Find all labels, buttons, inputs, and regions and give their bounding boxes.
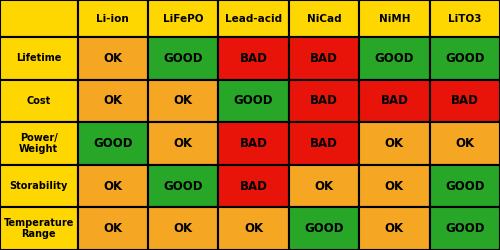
Text: GOOD: GOOD: [93, 137, 132, 150]
Bar: [148, 208, 218, 250]
Text: BAD: BAD: [380, 94, 408, 108]
Bar: [78, 208, 148, 250]
Bar: [289, 165, 359, 208]
Bar: [0, 165, 78, 208]
Text: OK: OK: [103, 222, 122, 235]
Bar: [430, 208, 500, 250]
Text: GOOD: GOOD: [445, 52, 484, 65]
Text: OK: OK: [244, 222, 263, 235]
Bar: [430, 165, 500, 208]
Text: OK: OK: [314, 180, 334, 192]
Bar: [0, 37, 78, 80]
Text: Cost: Cost: [26, 96, 51, 106]
Text: Lifetime: Lifetime: [16, 53, 62, 63]
Bar: [430, 80, 500, 122]
Bar: [359, 165, 430, 208]
Text: BAD: BAD: [240, 137, 268, 150]
Bar: [218, 80, 289, 122]
Text: GOOD: GOOD: [374, 52, 414, 65]
Text: OK: OK: [385, 222, 404, 235]
Bar: [148, 122, 218, 165]
Bar: [0, 0, 78, 37]
Bar: [289, 80, 359, 122]
Bar: [78, 122, 148, 165]
Text: GOOD: GOOD: [234, 94, 274, 108]
Text: NiMH: NiMH: [378, 14, 410, 24]
Text: GOOD: GOOD: [445, 180, 484, 192]
Text: BAD: BAD: [310, 94, 338, 108]
Bar: [359, 0, 430, 37]
Text: BAD: BAD: [310, 52, 338, 65]
Bar: [218, 37, 289, 80]
Bar: [289, 122, 359, 165]
Bar: [0, 208, 78, 250]
Bar: [289, 0, 359, 37]
Bar: [218, 208, 289, 250]
Bar: [430, 37, 500, 80]
Text: GOOD: GOOD: [164, 52, 203, 65]
Text: GOOD: GOOD: [164, 180, 203, 192]
Bar: [430, 122, 500, 165]
Bar: [359, 208, 430, 250]
Bar: [218, 122, 289, 165]
Bar: [78, 0, 148, 37]
Bar: [78, 37, 148, 80]
Bar: [148, 37, 218, 80]
Bar: [0, 122, 78, 165]
Text: Power/
Weight: Power/ Weight: [19, 133, 59, 154]
Bar: [218, 165, 289, 208]
Text: Temperature
Range: Temperature Range: [4, 218, 74, 239]
Bar: [289, 37, 359, 80]
Bar: [148, 165, 218, 208]
Text: Li-ion: Li-ion: [96, 14, 129, 24]
Text: BAD: BAD: [240, 180, 268, 192]
Text: Storability: Storability: [10, 181, 68, 191]
Bar: [0, 80, 78, 122]
Bar: [78, 165, 148, 208]
Text: Lead-acid: Lead-acid: [225, 14, 282, 24]
Text: OK: OK: [385, 137, 404, 150]
Text: OK: OK: [103, 52, 122, 65]
Text: LiFePO: LiFePO: [163, 14, 203, 24]
Text: BAD: BAD: [451, 94, 478, 108]
Text: GOOD: GOOD: [445, 222, 484, 235]
Text: LiTO3: LiTO3: [448, 14, 482, 24]
Text: OK: OK: [103, 180, 122, 192]
Bar: [78, 80, 148, 122]
Bar: [148, 0, 218, 37]
Bar: [148, 80, 218, 122]
Text: OK: OK: [103, 94, 122, 108]
Text: OK: OK: [385, 180, 404, 192]
Bar: [359, 37, 430, 80]
Bar: [289, 208, 359, 250]
Bar: [359, 80, 430, 122]
Bar: [359, 122, 430, 165]
Text: GOOD: GOOD: [304, 222, 344, 235]
Bar: [218, 0, 289, 37]
Text: OK: OK: [174, 222, 193, 235]
Text: OK: OK: [174, 137, 193, 150]
Text: OK: OK: [174, 94, 193, 108]
Text: BAD: BAD: [240, 52, 268, 65]
Text: OK: OK: [455, 137, 474, 150]
Text: NiCad: NiCad: [306, 14, 342, 24]
Text: BAD: BAD: [310, 137, 338, 150]
Bar: [430, 0, 500, 37]
